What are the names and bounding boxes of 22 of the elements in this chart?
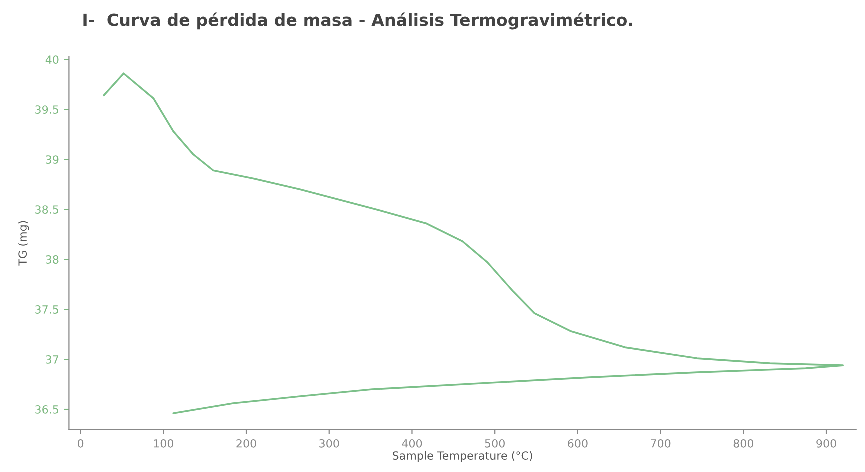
y-tick-label: 38 xyxy=(46,256,59,264)
y-axis-title: TG (mg) xyxy=(18,221,30,266)
x-tick-label: 500 xyxy=(485,439,505,448)
x-tick-label: 100 xyxy=(154,439,174,448)
y-tick-label: 39 xyxy=(46,156,59,164)
x-tick-label: 300 xyxy=(320,439,340,448)
x-tick-label: 600 xyxy=(568,439,588,448)
x-tick-label: 700 xyxy=(651,439,671,448)
x-tick-label: 400 xyxy=(402,439,422,448)
y-tick-label: 37 xyxy=(46,356,59,364)
chart-title: I- Curva de pérdida de masa - Análisis Termogravimétrico. xyxy=(84,12,632,30)
x-tick-label: 200 xyxy=(236,439,256,448)
y-tick-label: 40 xyxy=(46,56,59,64)
x-axis-title: Sample Temperature (°C) xyxy=(392,451,532,462)
y-tick-label: 36.5 xyxy=(36,406,59,414)
y-tick-label: 38.5 xyxy=(36,206,59,214)
x-tick-label: 800 xyxy=(734,439,754,448)
line-series xyxy=(103,72,844,414)
x-tick-label: 0 xyxy=(78,439,84,448)
x-tick-label: 900 xyxy=(816,439,836,448)
y-tick-label: 37.5 xyxy=(36,306,59,314)
y-tick-label: 39.5 xyxy=(36,106,59,114)
